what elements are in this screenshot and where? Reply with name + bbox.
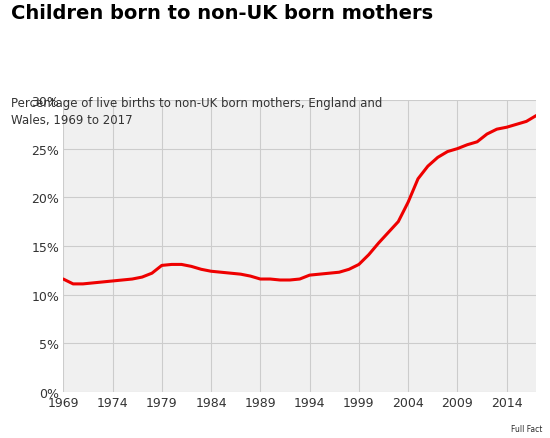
Text: ONS, Birth Summary Tables, England and Wales 2017, Table 1: ONS, Birth Summary Tables, England and W… bbox=[48, 412, 397, 422]
Polygon shape bbox=[473, 396, 550, 438]
Text: Percentage of live births to non-UK born mothers, England and
Wales, 1969 to 201: Percentage of live births to non-UK born… bbox=[11, 96, 382, 127]
Text: Full Fact: Full Fact bbox=[512, 424, 543, 433]
Text: Children born to non-UK born mothers: Children born to non-UK born mothers bbox=[11, 4, 433, 23]
Text: Source:: Source: bbox=[8, 412, 56, 422]
